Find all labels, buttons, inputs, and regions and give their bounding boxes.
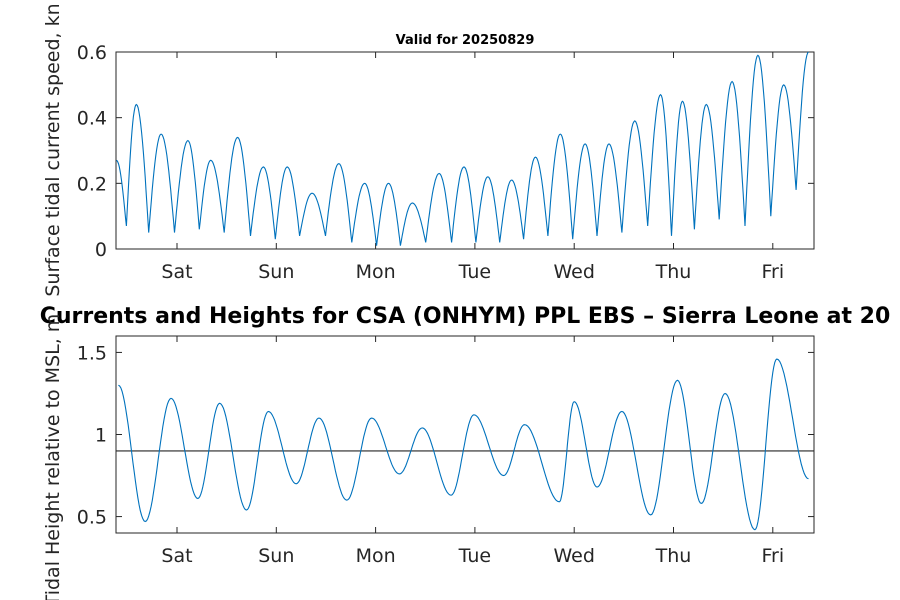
tidal-height-xtick-label: Fri <box>761 545 784 567</box>
current-speed-xtick-label: Tue <box>458 261 491 283</box>
current-speed-ytick-label: 0 <box>95 239 107 261</box>
tidal-height-series-line <box>118 358 809 531</box>
tidal-height-xtick-label: Sat <box>161 545 192 567</box>
tidal-height-xtick-label: Tue <box>458 545 491 567</box>
current-speed-ytick-label: 0.2 <box>77 173 107 195</box>
tidal-height-ylabel: Tidal Height relative to MSL, m <box>42 314 64 600</box>
tidal-height-ytick-label: 0.5 <box>77 507 107 529</box>
current-speed-ytick-label: 0.4 <box>77 108 107 130</box>
tidal-height-ytick-label: 1 <box>95 425 107 447</box>
tidal-height-xtick-label: Sun <box>258 545 294 567</box>
current-speed-series-line <box>116 51 809 246</box>
current-speed-xtick-label: Wed <box>553 261 594 283</box>
current-speed-title: Valid for 20250829 <box>396 33 535 48</box>
tidal-height-xtick-label: Thu <box>655 545 692 567</box>
current-speed-axes-frame <box>115 51 815 250</box>
tidal-height-xtick-label: Mon <box>356 545 396 567</box>
tidal-height-title: Currents and Heights for CSA (ONHYM) PPL… <box>40 304 891 329</box>
current-speed-xtick-label: Mon <box>356 261 396 283</box>
current-speed-xtick-label: Sun <box>258 261 294 283</box>
current-speed-xtick-label: Fri <box>761 261 784 283</box>
current-speed-xtick-label: Thu <box>655 261 692 283</box>
tidal-height-axes-frame <box>115 335 815 534</box>
tidal-height-xtick-label: Wed <box>553 545 594 567</box>
current-speed-plot: Valid for 20250829 Surface tidal current… <box>42 3 815 297</box>
current-speed-ytick-label: 0.6 <box>77 42 107 64</box>
tidal-height-ytick-label: 1.5 <box>77 342 107 364</box>
current-speed-xtick-label: Sat <box>161 261 192 283</box>
current-speed-ylabel: Surface tidal current speed, kn <box>42 3 64 296</box>
tidal-height-plot: Currents and Heights for CSA (ONHYM) PPL… <box>40 304 891 600</box>
